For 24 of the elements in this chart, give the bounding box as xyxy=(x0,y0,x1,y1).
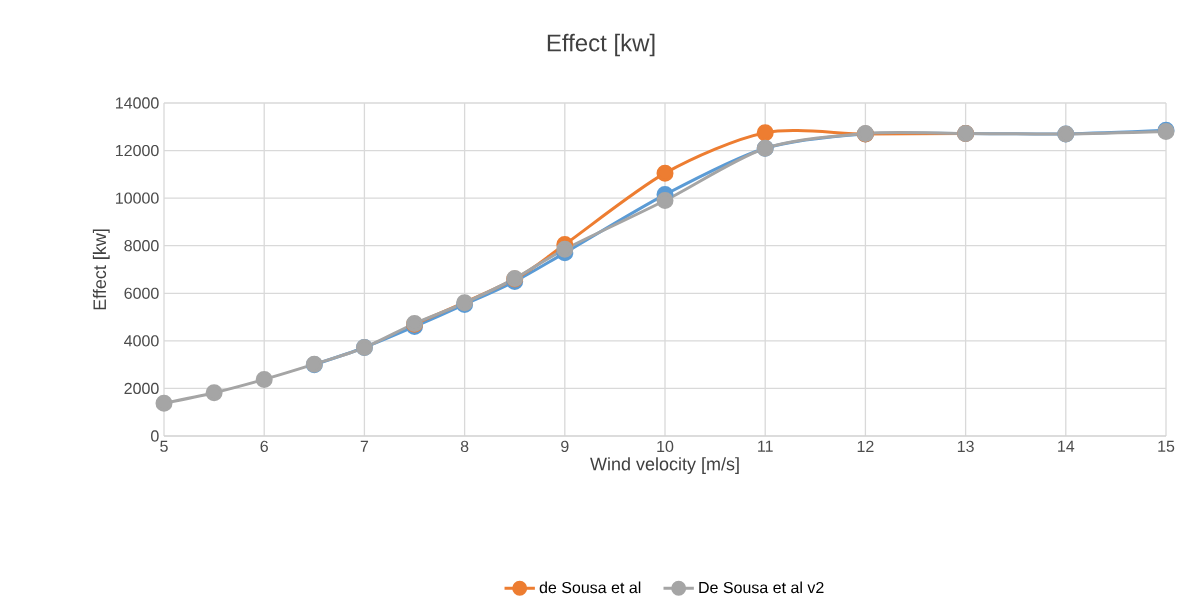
x-tick-label: 7 xyxy=(360,440,369,452)
x-tick-label: 9 xyxy=(561,440,569,453)
y-tick-label: 10000 xyxy=(116,192,159,204)
chart-title: Effect [kw] xyxy=(547,33,655,57)
x-tick-label: 15 xyxy=(1158,440,1175,452)
y-axis-title: Effect [kw] xyxy=(92,229,110,310)
y-tick-label: 6000 xyxy=(124,287,159,299)
x-tick-label: 8 xyxy=(460,440,469,453)
y-tick-label: 8000 xyxy=(124,240,159,252)
y-tick-label: 0 xyxy=(151,430,159,442)
x-tick-label: 10 xyxy=(657,440,674,453)
x-axis-title: Wind velocity [m/s] xyxy=(590,457,739,474)
legend-label: de Sousa et al xyxy=(539,581,641,594)
x-tick-label: 5 xyxy=(160,440,168,452)
y-tick-label: 12000 xyxy=(116,144,159,157)
x-tick-label: 11 xyxy=(758,440,773,452)
y-tick-label: 2000 xyxy=(124,382,159,395)
x-tick-label: 6 xyxy=(260,440,268,453)
x-tick-label: 14 xyxy=(1058,440,1075,452)
legend-label: De Sousa et al v2 xyxy=(699,581,824,594)
x-tick-label: 12 xyxy=(857,440,874,452)
y-tick-label: 4000 xyxy=(124,335,159,347)
x-tick-label: 13 xyxy=(957,440,974,453)
y-tick-label: 14000 xyxy=(116,97,159,109)
